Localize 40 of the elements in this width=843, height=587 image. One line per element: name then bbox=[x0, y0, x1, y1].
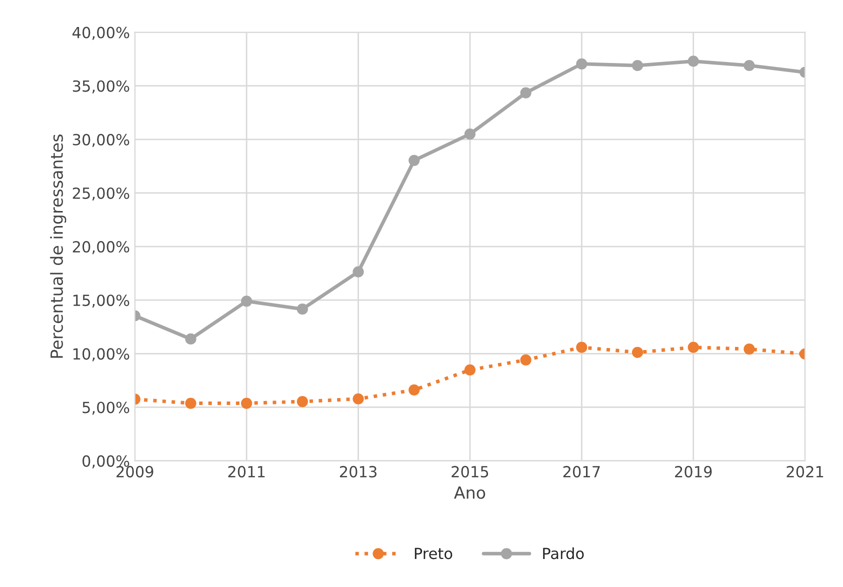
y-tick-label: 30,00% bbox=[72, 134, 130, 147]
point bbox=[241, 398, 252, 409]
x-axis-title: Ano bbox=[454, 486, 486, 499]
y-tick-label: 40,00% bbox=[72, 26, 130, 40]
point bbox=[688, 56, 699, 67]
point bbox=[744, 344, 755, 355]
x-tick-label: 2019 bbox=[675, 466, 712, 478]
point bbox=[408, 154, 420, 166]
point bbox=[408, 384, 420, 396]
point bbox=[744, 60, 755, 72]
x-tick-label: 2011 bbox=[228, 466, 265, 478]
point bbox=[688, 342, 699, 353]
y-tick-label: 35,00% bbox=[72, 80, 130, 94]
y-tick-label: 25,00% bbox=[72, 187, 130, 201]
point bbox=[632, 60, 644, 72]
point bbox=[464, 364, 476, 376]
point bbox=[296, 304, 308, 315]
x-tick-label: 2021 bbox=[786, 466, 824, 478]
legend-label: Preto bbox=[414, 548, 452, 560]
point bbox=[520, 87, 532, 98]
point bbox=[576, 342, 588, 353]
point bbox=[185, 398, 196, 409]
y-axis-title: Percentual de ingressantes bbox=[50, 134, 66, 358]
point bbox=[632, 346, 644, 358]
x-tick-label: 2013 bbox=[340, 466, 376, 478]
y-tick-label: 10,00% bbox=[73, 348, 130, 362]
point bbox=[296, 396, 308, 408]
point bbox=[241, 296, 252, 307]
y-tick-label: 15,00% bbox=[73, 294, 130, 308]
x-tick-label: 2017 bbox=[563, 466, 600, 478]
point bbox=[352, 266, 364, 278]
x-tick-label: 2015 bbox=[452, 466, 488, 478]
legend-label: Pardo bbox=[543, 547, 584, 560]
point bbox=[576, 58, 588, 70]
point bbox=[352, 393, 364, 404]
point bbox=[185, 333, 196, 345]
y-tick-label: 5,00% bbox=[82, 402, 130, 415]
point bbox=[464, 128, 476, 140]
point bbox=[520, 354, 532, 366]
y-tick-label: 20,00% bbox=[72, 241, 130, 254]
